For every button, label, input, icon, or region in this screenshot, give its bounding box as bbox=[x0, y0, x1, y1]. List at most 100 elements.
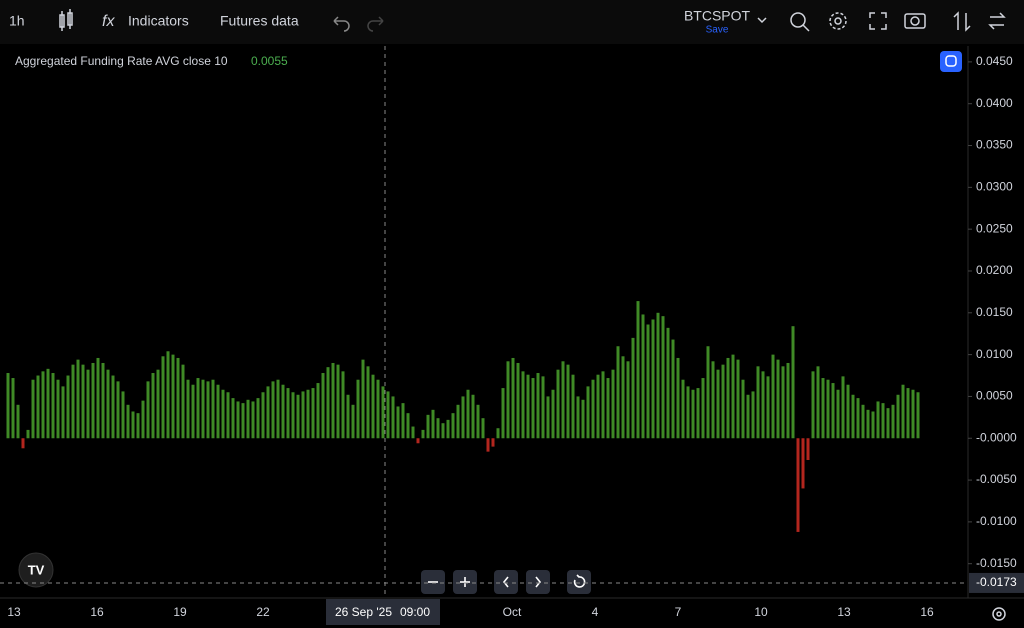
bar bbox=[426, 414, 430, 439]
bar bbox=[641, 314, 645, 439]
bar bbox=[661, 316, 665, 439]
bar bbox=[66, 375, 70, 439]
bar bbox=[616, 346, 620, 439]
bar bbox=[276, 379, 280, 439]
bar bbox=[571, 374, 575, 439]
x-tick-label: 19 bbox=[173, 605, 187, 619]
snapshot-icon[interactable] bbox=[904, 13, 926, 29]
x-tick-label: 4 bbox=[592, 605, 599, 619]
bar bbox=[161, 356, 165, 439]
bar bbox=[561, 361, 565, 439]
settings-icon[interactable] bbox=[829, 12, 847, 30]
bar bbox=[141, 400, 145, 439]
bar bbox=[701, 378, 705, 439]
logo[interactable]: TV bbox=[18, 552, 54, 588]
futures-button[interactable]: Futures data bbox=[220, 13, 299, 29]
save[interactable]: Save bbox=[706, 25, 729, 36]
bar bbox=[551, 389, 555, 439]
bar bbox=[106, 369, 110, 439]
bar bbox=[891, 404, 895, 439]
bar bbox=[86, 369, 90, 439]
bar bbox=[291, 392, 295, 439]
y-tick-label: -0.0050 bbox=[976, 472, 1017, 486]
scroll-left[interactable] bbox=[494, 570, 518, 594]
bar bbox=[201, 379, 205, 439]
bar bbox=[781, 366, 785, 439]
bar bbox=[316, 383, 320, 439]
redo[interactable] bbox=[367, 16, 384, 32]
crosshair-date: 26 Sep '25 bbox=[335, 605, 392, 619]
bar bbox=[476, 404, 480, 439]
right-icons bbox=[790, 11, 1006, 32]
bar bbox=[366, 366, 370, 439]
bar bbox=[821, 378, 825, 439]
bar bbox=[11, 378, 15, 439]
indicators-button[interactable]: Indicators bbox=[128, 13, 189, 29]
fullscreen-icon[interactable] bbox=[869, 12, 887, 30]
bar bbox=[56, 379, 60, 439]
interval[interactable]: 1h bbox=[9, 13, 25, 29]
y-tick-label: 0.0300 bbox=[976, 180, 1013, 194]
svg-text:TV: TV bbox=[28, 562, 45, 577]
settings-bottom[interactable] bbox=[992, 607, 1006, 621]
bar bbox=[536, 373, 540, 439]
bar bbox=[791, 326, 795, 439]
bar bbox=[731, 354, 735, 439]
bar bbox=[406, 413, 410, 439]
reset[interactable] bbox=[567, 570, 591, 594]
y-tick-label: 0.0450 bbox=[976, 54, 1013, 68]
bar bbox=[811, 371, 815, 439]
bar bbox=[96, 357, 100, 439]
bar bbox=[346, 394, 350, 439]
bar bbox=[866, 409, 870, 439]
x-tick-label: 22 bbox=[256, 605, 270, 619]
fx-icon[interactable]: fx bbox=[102, 13, 115, 30]
bar bbox=[861, 404, 865, 439]
bar bbox=[706, 346, 710, 439]
alert-icon[interactable] bbox=[790, 12, 806, 28]
compare-icon[interactable] bbox=[953, 11, 971, 32]
plot bbox=[6, 301, 920, 532]
bar bbox=[411, 426, 415, 439]
scale-button[interactable] bbox=[940, 51, 962, 72]
bar bbox=[376, 379, 380, 439]
x-tick-label: 16 bbox=[90, 605, 104, 619]
bar bbox=[636, 301, 640, 439]
bar bbox=[851, 394, 855, 439]
bar bbox=[651, 319, 655, 439]
bar bbox=[546, 396, 550, 439]
bar bbox=[191, 384, 195, 439]
bar bbox=[206, 381, 210, 439]
bar bbox=[261, 392, 265, 439]
candles-icon[interactable] bbox=[59, 9, 73, 31]
bar bbox=[91, 362, 95, 439]
bar bbox=[16, 404, 20, 439]
y-tick-label: -0.0100 bbox=[976, 514, 1017, 528]
nav-icons bbox=[428, 574, 586, 588]
bar bbox=[806, 438, 810, 460]
bar bbox=[776, 359, 780, 439]
swap-icon[interactable] bbox=[988, 12, 1006, 30]
indicator-value: 0.0055 bbox=[251, 54, 288, 68]
bar bbox=[216, 384, 220, 439]
x-tick-label: Oct bbox=[503, 605, 522, 619]
bar bbox=[671, 339, 675, 439]
scroll-right[interactable] bbox=[526, 570, 550, 594]
bar bbox=[736, 359, 740, 439]
bar bbox=[196, 378, 200, 439]
symbol[interactable]: BTCSPOT bbox=[684, 8, 751, 24]
bar bbox=[296, 394, 300, 439]
bar bbox=[881, 403, 885, 439]
bar bbox=[816, 366, 820, 439]
bar bbox=[396, 406, 400, 439]
bar bbox=[331, 362, 335, 439]
bar bbox=[506, 361, 510, 439]
symbol-dropdown[interactable] bbox=[757, 17, 767, 24]
bar bbox=[901, 384, 905, 439]
undo[interactable] bbox=[333, 16, 350, 32]
bar bbox=[81, 364, 85, 439]
bar bbox=[511, 357, 515, 439]
bar bbox=[911, 389, 915, 439]
